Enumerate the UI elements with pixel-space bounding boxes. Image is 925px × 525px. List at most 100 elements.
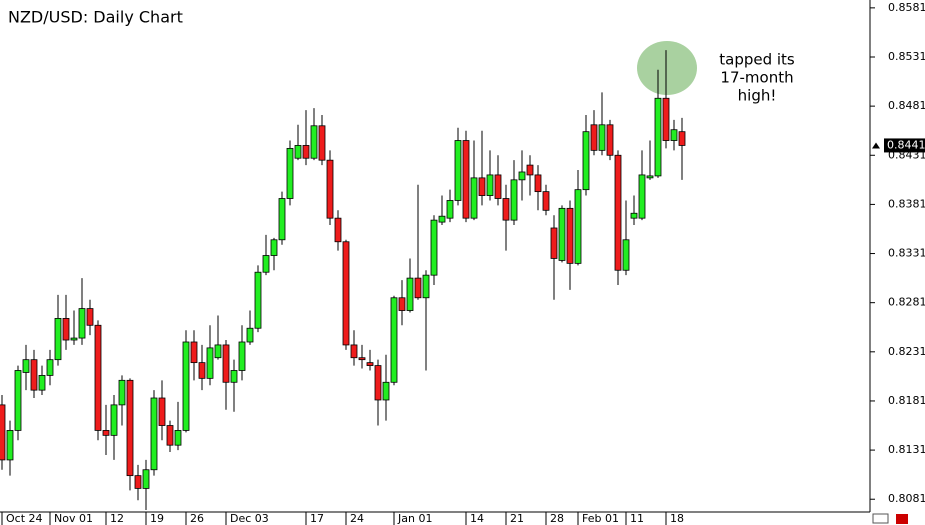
y-tick-label: 0.8081 <box>888 492 925 505</box>
candle-body <box>326 159 334 219</box>
candle-body <box>174 430 182 446</box>
y-tick-label: 0.8181 <box>888 394 925 407</box>
candle-body <box>382 381 390 401</box>
last-price-arrow <box>872 142 880 149</box>
icons <box>872 513 908 524</box>
x-tick-label: Dec 03 <box>230 512 269 525</box>
candle-body <box>198 362 206 379</box>
candle-body <box>206 347 214 379</box>
candle-body <box>270 239 278 256</box>
candle-body <box>158 397 166 426</box>
x-tick-label: 11 <box>630 512 644 525</box>
candle-body <box>38 375 46 391</box>
candle-body <box>142 469 150 489</box>
candle-body <box>662 97 670 141</box>
candle-body <box>0 404 6 461</box>
candle-body <box>94 324 102 431</box>
x-tick-label: Jan 01 <box>397 512 432 525</box>
x-tick-label: 14 <box>470 512 484 525</box>
candle-body <box>638 174 646 219</box>
candle-body <box>62 318 70 341</box>
candle-body <box>134 475 142 489</box>
candle-body <box>502 198 510 221</box>
candle-body <box>446 200 454 219</box>
y-tick-label: 0.8281 <box>888 296 925 309</box>
candle-body <box>126 379 134 477</box>
candle-body <box>470 177 478 219</box>
candle-body <box>518 171 526 181</box>
candle-body <box>310 125 318 159</box>
candle-body <box>510 179 518 221</box>
candle-body <box>254 271 262 329</box>
candle-body <box>622 239 630 271</box>
candle-body <box>182 341 190 431</box>
candle-body <box>462 140 470 219</box>
candle-body <box>630 212 638 219</box>
candle-body <box>118 379 126 406</box>
x-tick-label: 24 <box>350 512 364 525</box>
annotation: tapped its <box>719 51 795 69</box>
x-tick-label: Oct 24 <box>6 512 43 525</box>
candle-body <box>566 207 574 264</box>
icon <box>872 513 889 524</box>
candle-body <box>654 97 662 177</box>
candle-body <box>590 124 598 151</box>
candle-body <box>86 308 94 326</box>
candle-body <box>582 131 590 191</box>
candle-body <box>46 359 54 376</box>
annotation: 17-month <box>720 69 793 87</box>
candle-body <box>238 341 246 371</box>
candle-body <box>6 430 14 461</box>
candle-body <box>342 241 350 346</box>
candle-body <box>534 174 542 193</box>
candle-body <box>286 147 294 199</box>
candle-body <box>598 124 606 151</box>
candle-body <box>190 341 198 364</box>
candle-body <box>670 129 678 141</box>
x-tick-label: Nov 01 <box>54 512 93 525</box>
candle-body <box>494 174 502 199</box>
candle-body <box>454 140 462 201</box>
highlight-circle <box>637 41 697 95</box>
candle-body <box>542 191 550 211</box>
candle-body <box>558 207 566 261</box>
candle-body <box>14 370 22 431</box>
candle-body <box>478 177 486 196</box>
candle-body <box>550 227 558 259</box>
candle-body <box>526 164 534 176</box>
x-tick-label: 28 <box>550 512 564 525</box>
candle-body <box>230 370 238 383</box>
candle-body <box>614 154 622 271</box>
candle-body <box>222 344 230 383</box>
candle-body <box>334 217 342 243</box>
candle-body <box>262 255 270 273</box>
candle-body <box>486 174 494 196</box>
candle-body <box>110 404 118 436</box>
candle-body <box>278 198 286 241</box>
candle-body <box>606 124 614 156</box>
candle-body <box>438 215 446 223</box>
candle-body <box>350 344 358 359</box>
candle-body <box>166 425 174 446</box>
candle-body <box>78 308 86 339</box>
y-tick-label: 0.8381 <box>888 197 925 210</box>
x-tick-label: 17 <box>310 512 324 525</box>
x-tick-label: 26 <box>190 512 204 525</box>
y-tick-label: 0.8531 <box>888 50 925 63</box>
candle-body <box>70 337 78 341</box>
candle-body <box>678 131 686 146</box>
candle-body <box>390 297 398 383</box>
candle-body <box>30 359 38 391</box>
candle-body <box>358 357 366 361</box>
chart-title: NZD/USD: Daily Chart <box>8 8 183 27</box>
y-tick-label: 0.8231 <box>888 345 925 358</box>
candle-body <box>366 362 374 366</box>
candle-body <box>54 318 62 361</box>
candle-body <box>422 274 430 299</box>
candle-body <box>294 145 302 159</box>
x-tick-label: 21 <box>510 512 524 525</box>
x-tick-label: 12 <box>110 512 124 525</box>
y-tick-label: 0.8131 <box>888 443 925 456</box>
candle-body <box>22 359 30 373</box>
candle-body <box>214 344 222 359</box>
